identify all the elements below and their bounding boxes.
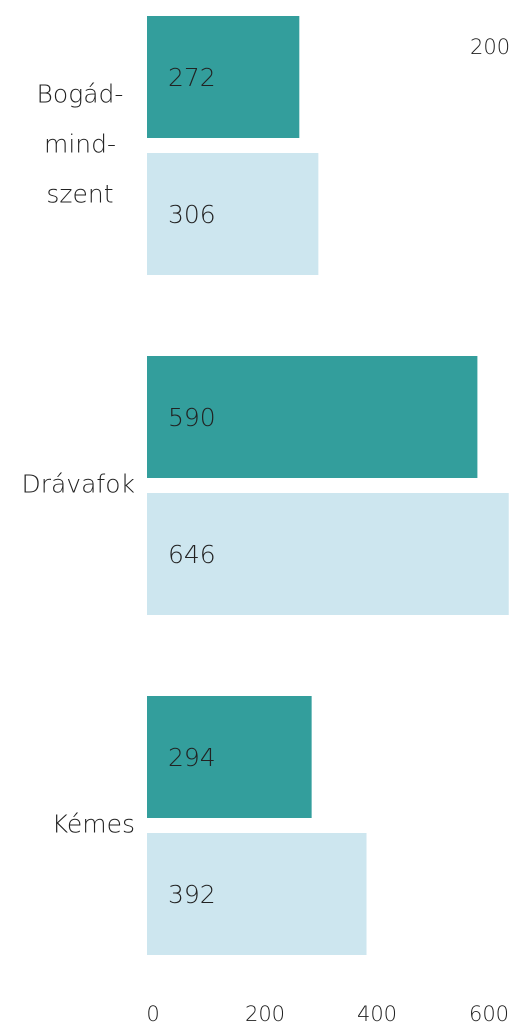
value-label: 306 xyxy=(168,200,216,229)
bar xyxy=(147,493,509,615)
value-label: 646 xyxy=(168,540,216,569)
category-label: Kémes xyxy=(52,810,135,839)
annotation: 200 xyxy=(470,35,510,59)
bar xyxy=(147,16,300,138)
bar xyxy=(147,356,478,478)
bar xyxy=(147,696,312,818)
x-tick-label: 0 xyxy=(146,1002,159,1026)
x-tick-label: 400 xyxy=(357,1002,397,1026)
x-tick-label: 600 xyxy=(469,1002,509,1026)
bar xyxy=(147,153,319,275)
value-label: 590 xyxy=(168,403,216,432)
value-label: 294 xyxy=(168,743,216,772)
x-tick-label: 200 xyxy=(245,1002,285,1026)
category-label: Drávafok xyxy=(21,470,135,499)
category-label: Bogád-mind-szent xyxy=(37,80,124,209)
bar xyxy=(147,833,367,955)
value-label: 272 xyxy=(168,63,216,92)
value-label: 392 xyxy=(168,880,216,909)
